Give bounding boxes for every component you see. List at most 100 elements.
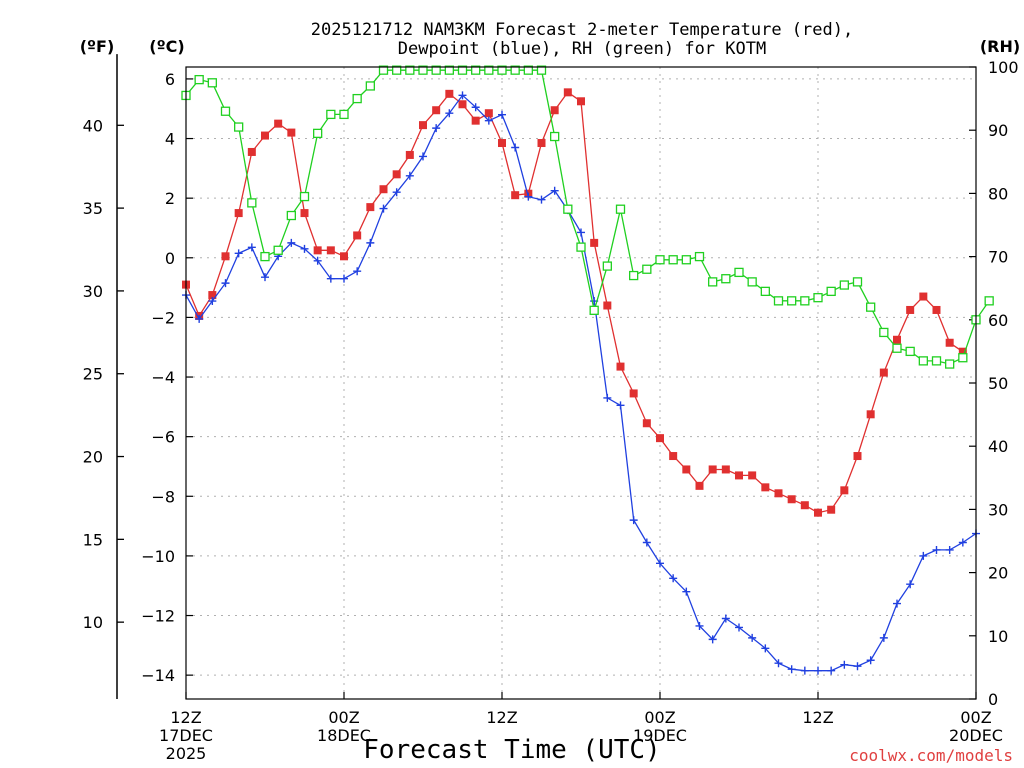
time-tick-label: 12Z [802, 708, 833, 727]
temperature-point [471, 116, 480, 125]
temperature-point [274, 119, 283, 128]
rh-point [892, 343, 902, 353]
temperature-series [182, 88, 967, 517]
fahrenheit-tick-label: 15 [83, 530, 103, 549]
dewpoint-point [577, 228, 585, 237]
dewpoint-point [735, 623, 743, 632]
plot-frame [185, 66, 977, 700]
rh-tick-label: 0 [988, 690, 998, 709]
dewpoint-point [340, 274, 348, 283]
dewpoint-point [945, 545, 954, 554]
dewpoint-point [313, 256, 322, 265]
dewpoint-point [616, 401, 625, 410]
temperature-point [537, 139, 546, 148]
fahrenheit-tick-label: 35 [83, 199, 103, 218]
celsius-tick-label: 0 [165, 249, 175, 268]
dewpoint-point [300, 244, 309, 253]
series-layer [181, 65, 994, 675]
rh-point [313, 128, 323, 139]
temperature-point [629, 389, 638, 398]
temperature-point [208, 291, 217, 300]
celsius-tick-label: −8 [151, 487, 175, 506]
temperature-point [827, 505, 836, 514]
celsius-tick-label: 4 [165, 130, 175, 149]
temperature-line [185, 91, 964, 514]
dewpoint-point [419, 152, 427, 161]
rh-point [497, 65, 507, 75]
rh-point [194, 74, 204, 85]
dewpoint-point [656, 559, 664, 568]
rh-point [207, 78, 217, 88]
time-tick-label: 12Z [486, 708, 517, 727]
rh-point [444, 65, 454, 75]
temperature-point [906, 305, 915, 314]
temperature-point [748, 471, 757, 480]
celsius-tick-label: 2 [165, 189, 175, 208]
rh-tick-label: 80 [988, 184, 1008, 203]
rh-tick-label: 20 [988, 564, 1008, 583]
celsius-tick-label: −2 [151, 308, 175, 327]
temperature-point [353, 231, 362, 240]
dewpoint-point [261, 273, 269, 282]
temperature-point [366, 203, 375, 212]
dewpoint-point [642, 538, 651, 547]
temperature-point [563, 88, 572, 97]
temperature-point [484, 109, 493, 118]
temperature-point [379, 185, 388, 194]
temperature-point [603, 301, 612, 310]
temperature-point [761, 483, 770, 492]
celsius-axis-unit: (ºC) [149, 37, 184, 56]
celsius-tick-label: −4 [151, 368, 175, 387]
rh-point [326, 109, 336, 120]
dewpoint-point [814, 666, 822, 675]
chart-title-line2: Dewpoint (blue), RH (green) for KOTM [398, 39, 766, 59]
rh-point [484, 65, 494, 75]
dewpoint-point [603, 393, 612, 402]
dewpoint-point [774, 659, 783, 668]
fahrenheit-tick-label: 25 [83, 365, 103, 384]
time-tick-label: 00Z [960, 708, 991, 727]
dewpoint-point [511, 143, 520, 152]
dewpoint-point [958, 538, 967, 547]
time-tick-label: 18DEC [317, 726, 371, 745]
temperature-point [419, 121, 427, 130]
dewpoint-point [721, 614, 730, 623]
temperature-point [300, 209, 309, 218]
temperature-point [879, 368, 888, 377]
dewpoint-point [405, 171, 414, 180]
rh-point [655, 255, 665, 265]
dewpoint-point [326, 274, 335, 283]
celsius-tick-label: −12 [141, 607, 175, 626]
celsius-tick-label: −10 [141, 547, 175, 566]
credit-text: coolwx.com/models [849, 746, 1013, 765]
temperature-point [708, 465, 717, 474]
dewpoint-point [458, 91, 467, 100]
dewpoint-point [879, 633, 888, 642]
dewpoint-point [629, 516, 638, 525]
rh-point [879, 327, 889, 338]
rh-tick-label: 100 [988, 58, 1019, 77]
dewpoint-line [185, 94, 977, 672]
fahrenheit-tick-label: 30 [83, 282, 103, 301]
rh-point [602, 261, 612, 271]
temperature-point [800, 501, 809, 510]
temperature-point [721, 465, 730, 474]
dewpoint-point [866, 656, 875, 665]
dewpoint-point [208, 297, 217, 306]
rh-series [181, 65, 994, 369]
rh-point [405, 65, 415, 75]
temperature-point [261, 131, 269, 140]
rh-point [905, 346, 915, 357]
fahrenheit-tick-label: 40 [83, 116, 103, 135]
dewpoint-point [893, 599, 901, 608]
rh-point [958, 353, 968, 363]
temperature-point [590, 238, 599, 247]
temperature-point [511, 191, 520, 200]
time-tick-label: 00Z [328, 708, 359, 727]
temperature-point [247, 147, 256, 156]
rh-point [629, 270, 639, 281]
fahrenheit-tick-label: 10 [83, 613, 103, 632]
rh-point [668, 255, 678, 265]
temperature-point [577, 97, 585, 106]
